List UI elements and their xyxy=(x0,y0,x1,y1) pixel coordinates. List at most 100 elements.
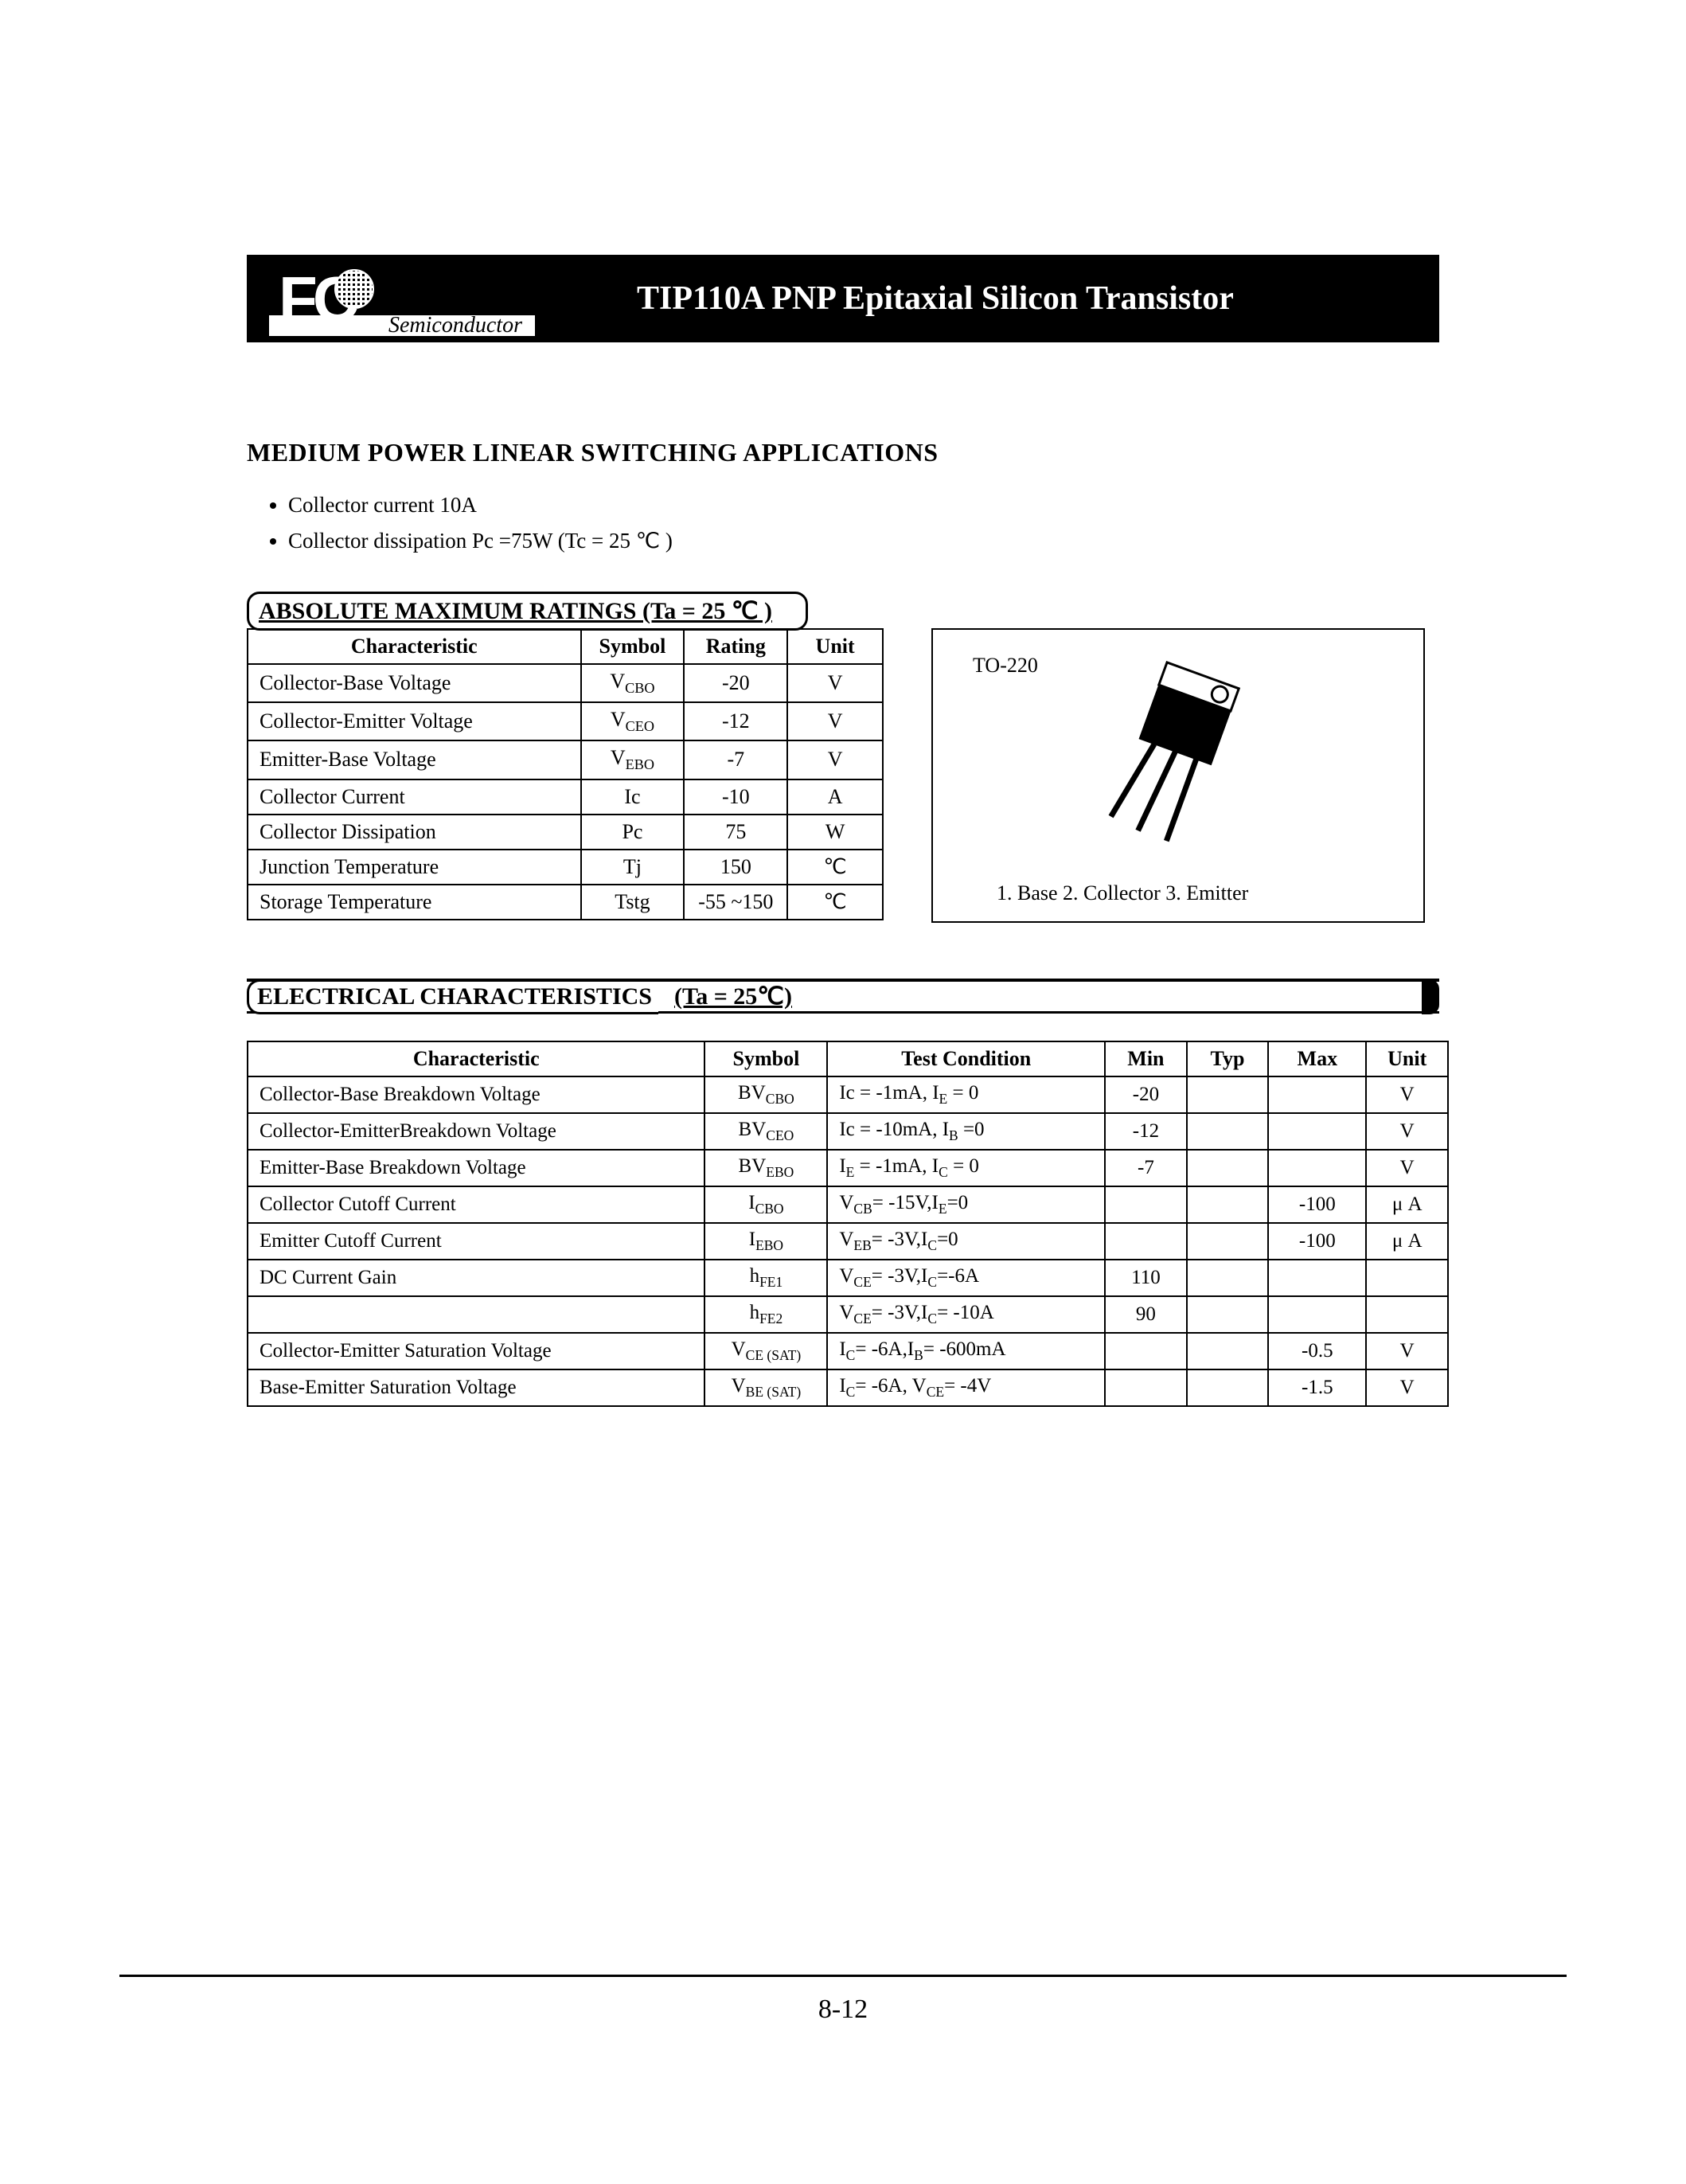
table-row: Emitter-Base Breakdown VoltageBVEBOIE = … xyxy=(248,1150,1448,1186)
cell-test-condition: Ic = -10mA, IB =0 xyxy=(827,1113,1105,1150)
table-row: Emitter-Base VoltageVEBO-7V xyxy=(248,740,883,779)
cell-test-condition: VCB= -15V,IE=0 xyxy=(827,1186,1105,1223)
col-unit: Unit xyxy=(1366,1041,1448,1076)
cell-unit: V xyxy=(787,664,883,702)
cell-unit: W xyxy=(787,815,883,850)
cell-test-condition: VCE= -3V,IC=-6A xyxy=(827,1260,1105,1296)
table-row: Collector CurrentIc-10A xyxy=(248,779,883,815)
cell-symbol: hFE1 xyxy=(704,1260,827,1296)
cell-test-condition: IC= -6A,IB= -600mA xyxy=(827,1333,1105,1369)
col-characteristic: Characteristic xyxy=(248,629,581,664)
cell-symbol: VEBO xyxy=(581,740,685,779)
cell-min xyxy=(1105,1369,1187,1406)
cell-symbol: hFE2 xyxy=(704,1296,827,1333)
cell-unit: μ A xyxy=(1366,1223,1448,1260)
cell-characteristic xyxy=(248,1296,704,1333)
cell-characteristic: Emitter-Base Voltage xyxy=(248,740,581,779)
cell-typ xyxy=(1187,1296,1269,1333)
table-header-row: Characteristic Symbol Rating Unit xyxy=(248,629,883,664)
col-typ: Typ xyxy=(1187,1041,1269,1076)
cell-typ xyxy=(1187,1186,1269,1223)
abs-max-heading: ABSOLUTE MAXIMUM RATINGS (Ta = 25 ℃ ) xyxy=(247,592,808,631)
elec-heading-bar: ELECTRICAL CHARACTERISTICS (Ta = 25℃) xyxy=(247,979,1439,1014)
cell-min: 110 xyxy=(1105,1260,1187,1296)
document-title: TIP110A PNP Epitaxial Silicon Transistor xyxy=(541,255,1439,342)
cell-rating: -55 ~150 xyxy=(684,885,787,920)
page-number: 8-12 xyxy=(0,1995,1686,2025)
cell-unit xyxy=(1366,1260,1448,1296)
cell-characteristic: Base-Emitter Saturation Voltage xyxy=(248,1369,704,1406)
cell-typ xyxy=(1187,1113,1269,1150)
table-row: Collector-Base Breakdown VoltageBVCBOIc … xyxy=(248,1076,1448,1113)
cell-min xyxy=(1105,1333,1187,1369)
cell-test-condition: IE = -1mA, IC = 0 xyxy=(827,1150,1105,1186)
page: FC Semiconductor TIP110A PNP Epitaxial S… xyxy=(0,0,1686,2184)
cell-symbol: ICBO xyxy=(704,1186,827,1223)
elec-heading-right: (Ta = 25℃) xyxy=(658,983,792,1010)
cell-min: -12 xyxy=(1105,1113,1187,1150)
cell-unit: V xyxy=(1366,1333,1448,1369)
col-symbol: Symbol xyxy=(581,629,685,664)
cell-test-condition: Ic = -1mA, IE = 0 xyxy=(827,1076,1105,1113)
table-row: Base-Emitter Saturation VoltageVBE (SAT)… xyxy=(248,1369,1448,1406)
cell-rating: 75 xyxy=(684,815,787,850)
abs-max-heading-text: ABSOLUTE MAXIMUM RATINGS (Ta = 25 ℃ ) xyxy=(259,598,772,624)
bullet-item: Collector dissipation Pc =75W (Tc = 25 ℃… xyxy=(288,529,1439,553)
col-max: Max xyxy=(1268,1041,1366,1076)
cell-unit xyxy=(1366,1296,1448,1333)
col-rating: Rating xyxy=(684,629,787,664)
col-characteristic: Characteristic xyxy=(248,1041,704,1076)
globe-icon xyxy=(334,269,374,309)
cell-rating: -10 xyxy=(684,779,787,815)
cell-max: -1.5 xyxy=(1268,1369,1366,1406)
cell-characteristic: Collector Dissipation xyxy=(248,815,581,850)
table-row: Collector-Base VoltageVCBO-20V xyxy=(248,664,883,702)
cell-min xyxy=(1105,1223,1187,1260)
cell-characteristic: Emitter-Base Breakdown Voltage xyxy=(248,1150,704,1186)
abs-max-row: Characteristic Symbol Rating Unit Collec… xyxy=(247,628,1439,923)
cell-rating: -7 xyxy=(684,740,787,779)
cell-symbol: Pc xyxy=(581,815,685,850)
cell-unit: V xyxy=(787,702,883,740)
col-unit: Unit xyxy=(787,629,883,664)
cell-characteristic: Collector Cutoff Current xyxy=(248,1186,704,1223)
cell-characteristic: Junction Temperature xyxy=(248,850,581,885)
col-test-condition: Test Condition xyxy=(827,1041,1105,1076)
table-row: DC Current GainhFE1VCE= -3V,IC=-6A110 xyxy=(248,1260,1448,1296)
cell-unit: V xyxy=(1366,1113,1448,1150)
cell-max xyxy=(1268,1150,1366,1186)
cell-min: -20 xyxy=(1105,1076,1187,1113)
cell-characteristic: Collector-EmitterBreakdown Voltage xyxy=(248,1113,704,1150)
cell-characteristic: Collector-Emitter Saturation Voltage xyxy=(248,1333,704,1369)
cell-characteristic: Collector Current xyxy=(248,779,581,815)
col-symbol: Symbol xyxy=(704,1041,827,1076)
cell-symbol: VCBO xyxy=(581,664,685,702)
cell-max: -100 xyxy=(1268,1186,1366,1223)
abs-max-table: Characteristic Symbol Rating Unit Collec… xyxy=(247,628,884,920)
cell-max: -0.5 xyxy=(1268,1333,1366,1369)
cell-typ xyxy=(1187,1333,1269,1369)
table-header-row: Characteristic Symbol Test Condition Min… xyxy=(248,1041,1448,1076)
cell-characteristic: Storage Temperature xyxy=(248,885,581,920)
table-row: Collector-EmitterBreakdown VoltageBVCEOI… xyxy=(248,1113,1448,1150)
cell-unit: A xyxy=(787,779,883,815)
cell-typ xyxy=(1187,1150,1269,1186)
cell-symbol: Ic xyxy=(581,779,685,815)
footer-rule xyxy=(119,1975,1567,1977)
cell-rating: -12 xyxy=(684,702,787,740)
elec-heading-wrap: ELECTRICAL CHARACTERISTICS (Ta = 25℃) xyxy=(247,979,1439,1014)
applications-heading: MEDIUM POWER LINEAR SWITCHING APPLICATIO… xyxy=(247,438,1439,467)
table-row: Collector Cutoff CurrentICBOVCB= -15V,IE… xyxy=(248,1186,1448,1223)
table-row: Emitter Cutoff CurrentIEBOVEB= -3V,IC=0-… xyxy=(248,1223,1448,1260)
elec-heading-left: ELECTRICAL CHARACTERISTICS xyxy=(247,979,658,1014)
table-row: Junction TemperatureTj150℃ xyxy=(248,850,883,885)
cell-symbol: VCE (SAT) xyxy=(704,1333,827,1369)
bullet-item: Collector current 10A xyxy=(288,493,1439,518)
cell-symbol: BVCBO xyxy=(704,1076,827,1113)
cell-characteristic: Collector-Base Breakdown Voltage xyxy=(248,1076,704,1113)
header-bar: FC Semiconductor TIP110A PNP Epitaxial S… xyxy=(247,255,1439,342)
brand-semiconductor-text: Semiconductor xyxy=(247,315,541,342)
table-row: Storage TemperatureTstg-55 ~150℃ xyxy=(248,885,883,920)
cell-test-condition: VCE= -3V,IC= -10A xyxy=(827,1296,1105,1333)
cell-test-condition: VEB= -3V,IC=0 xyxy=(827,1223,1105,1260)
